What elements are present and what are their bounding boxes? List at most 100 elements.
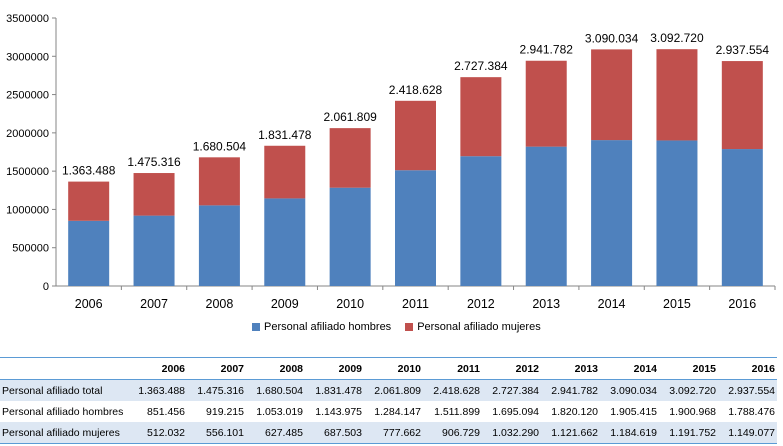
- table-cell: 851.456: [147, 405, 185, 418]
- legend-swatch-hombres: [252, 323, 260, 331]
- bar-total-label: 2.061.809: [323, 110, 377, 124]
- table-cell: 2.418.628: [423, 379, 482, 401]
- x-tick-label: 2013: [532, 297, 560, 311]
- x-tick-label: 2010: [336, 297, 364, 311]
- bar-total-label: 2.937.554: [716, 43, 770, 57]
- table-cell: 3.092.720: [659, 379, 718, 401]
- table-cell: 2.727.384: [482, 379, 541, 401]
- bar-segment-mujeres: [68, 181, 110, 221]
- bar-total-label: 2.418.628: [389, 83, 443, 97]
- table-cell: 1.053.019: [256, 405, 303, 418]
- x-tick-label: 2015: [663, 297, 691, 311]
- stacked-bar-chart: 0 500000 1000000 1500000 2000000 2500000 30000…: [6, 13, 776, 311]
- y-tick-label: 3000000: [6, 51, 49, 63]
- bar-segment-hombres: [721, 149, 763, 286]
- y-tick-label: 0: [43, 281, 49, 293]
- table-cell: 1.149.077: [718, 422, 777, 444]
- table-cell: 1.032.290: [482, 422, 541, 444]
- table-cell: 3.090.034: [600, 379, 659, 401]
- bar-total-label: 3.092.720: [650, 31, 704, 45]
- x-tick-label: 2016: [728, 297, 756, 311]
- data-table: 2006 2007 2008 2009 2010 2011 2012 2013 …: [0, 357, 777, 444]
- table-cell: 1.820.120: [551, 405, 598, 418]
- table-cell: 1.475.316: [187, 379, 246, 401]
- legend-swatch-mujeres: [405, 323, 414, 331]
- table-cell: 1.143.975: [315, 405, 362, 418]
- bar-segment-hombres: [591, 140, 633, 286]
- table-row-total: Personal afiliado total 1.363.488 1.475.…: [0, 379, 777, 401]
- table-header-cell: 2015: [659, 357, 718, 380]
- y-tick-label: 2000000: [6, 128, 49, 140]
- bar-segment-mujeres: [329, 128, 371, 188]
- table-row-mujeres: Personal afiliado mujeres 512.032 556.10…: [0, 422, 777, 444]
- table-cell: 2.941.782: [541, 379, 600, 401]
- table-cell: 2.061.809: [364, 379, 423, 401]
- table-cell: 627.485: [246, 422, 305, 444]
- bar-segment-hombres: [68, 220, 110, 286]
- bar-segment-hombres: [395, 170, 436, 286]
- legend-label-hombres: Personal afiliado hombres: [264, 321, 392, 333]
- table-header-row: 2006 2007 2008 2009 2010 2011 2012 2013 …: [0, 357, 777, 380]
- bar-segment-mujeres: [133, 173, 175, 216]
- table-row-hombres: Personal afiliado hombres 851.456 919.21…: [0, 401, 777, 422]
- y-tick-label: 3500000: [6, 13, 49, 25]
- table-cell: 1.121.662: [541, 422, 600, 444]
- table-header-cell: 2013: [541, 357, 600, 380]
- bar-total-label: 1.475.316: [127, 155, 181, 169]
- bar-total-label: 1.831.478: [258, 128, 312, 142]
- y-tick-label: 500000: [12, 243, 49, 255]
- bar-total-label: 1.680.504: [193, 139, 247, 153]
- table-cell: 2.937.554: [718, 379, 777, 401]
- table-corner-cell: [0, 357, 128, 380]
- table-cell: 1.831.478: [305, 379, 364, 401]
- y-tick-label: 1500000: [6, 166, 49, 178]
- table-cell: 919.215: [206, 405, 244, 418]
- table-header-cell: 2006: [128, 357, 187, 380]
- x-tick-label: 2008: [206, 297, 234, 311]
- table-cell: 1.680.504: [246, 379, 305, 401]
- table-header-cell: 2016: [718, 357, 777, 380]
- bar-total-label: 1.363.488: [62, 164, 116, 178]
- table-header-cell: 2009: [305, 357, 364, 380]
- row-label: Personal afiliado total: [0, 379, 128, 401]
- table-cell: 1.905.415: [610, 405, 657, 418]
- table-header-cell: 2007: [187, 357, 246, 380]
- table-cell: 1.363.488: [128, 379, 187, 401]
- y-tick-label: 1000000: [6, 204, 49, 216]
- bar-segment-mujeres: [721, 61, 763, 150]
- table-cell: 1.191.752: [659, 422, 718, 444]
- table-cell: 1.900.968: [669, 405, 716, 418]
- table-cell: 1.511.899: [434, 405, 480, 418]
- bar-segment-mujeres: [198, 157, 240, 206]
- table-cell: 1.788.476: [728, 405, 775, 418]
- table-cell: 1.184.619: [600, 422, 659, 444]
- chart-legend: Personal afiliado hombres Personal afili…: [252, 321, 555, 333]
- y-tick-label: 2500000: [6, 90, 49, 102]
- x-tick-label: 2007: [140, 297, 168, 311]
- row-label: Personal afiliado mujeres: [0, 422, 128, 444]
- legend-item-hombres: Personal afiliado hombres: [252, 321, 391, 333]
- row-label: Personal afiliado hombres: [2, 405, 124, 418]
- table-header-cell: 2014: [600, 357, 659, 380]
- table-header-cell: 2011: [423, 357, 482, 380]
- table-cell: 1.695.094: [492, 405, 539, 418]
- bar-segment-hombres: [198, 205, 240, 286]
- bar-segment-mujeres: [656, 49, 698, 141]
- legend-item-mujeres: Personal afiliado mujeres: [405, 321, 541, 333]
- table-cell: 1.284.147: [374, 405, 421, 418]
- table-cell: 556.101: [187, 422, 246, 444]
- table-header-cell: 2012: [482, 357, 541, 380]
- bar-segment-mujeres: [395, 100, 436, 171]
- x-tick-label: 2012: [467, 297, 495, 311]
- x-tick-label: 2014: [598, 297, 626, 311]
- table-header-cell: 2010: [364, 357, 423, 380]
- bar-segment-hombres: [264, 198, 306, 286]
- table-cell: 687.503: [305, 422, 364, 444]
- table-header-cell: 2008: [246, 357, 305, 380]
- bar-segment-hombres: [656, 140, 698, 286]
- bar-segment-hombres: [460, 156, 502, 286]
- bar-segment-hombres: [133, 215, 175, 286]
- legend-label-mujeres: Personal afiliado mujeres: [417, 321, 541, 333]
- bar-segment-hombres: [525, 146, 567, 286]
- table-cell: 906.729: [423, 422, 482, 444]
